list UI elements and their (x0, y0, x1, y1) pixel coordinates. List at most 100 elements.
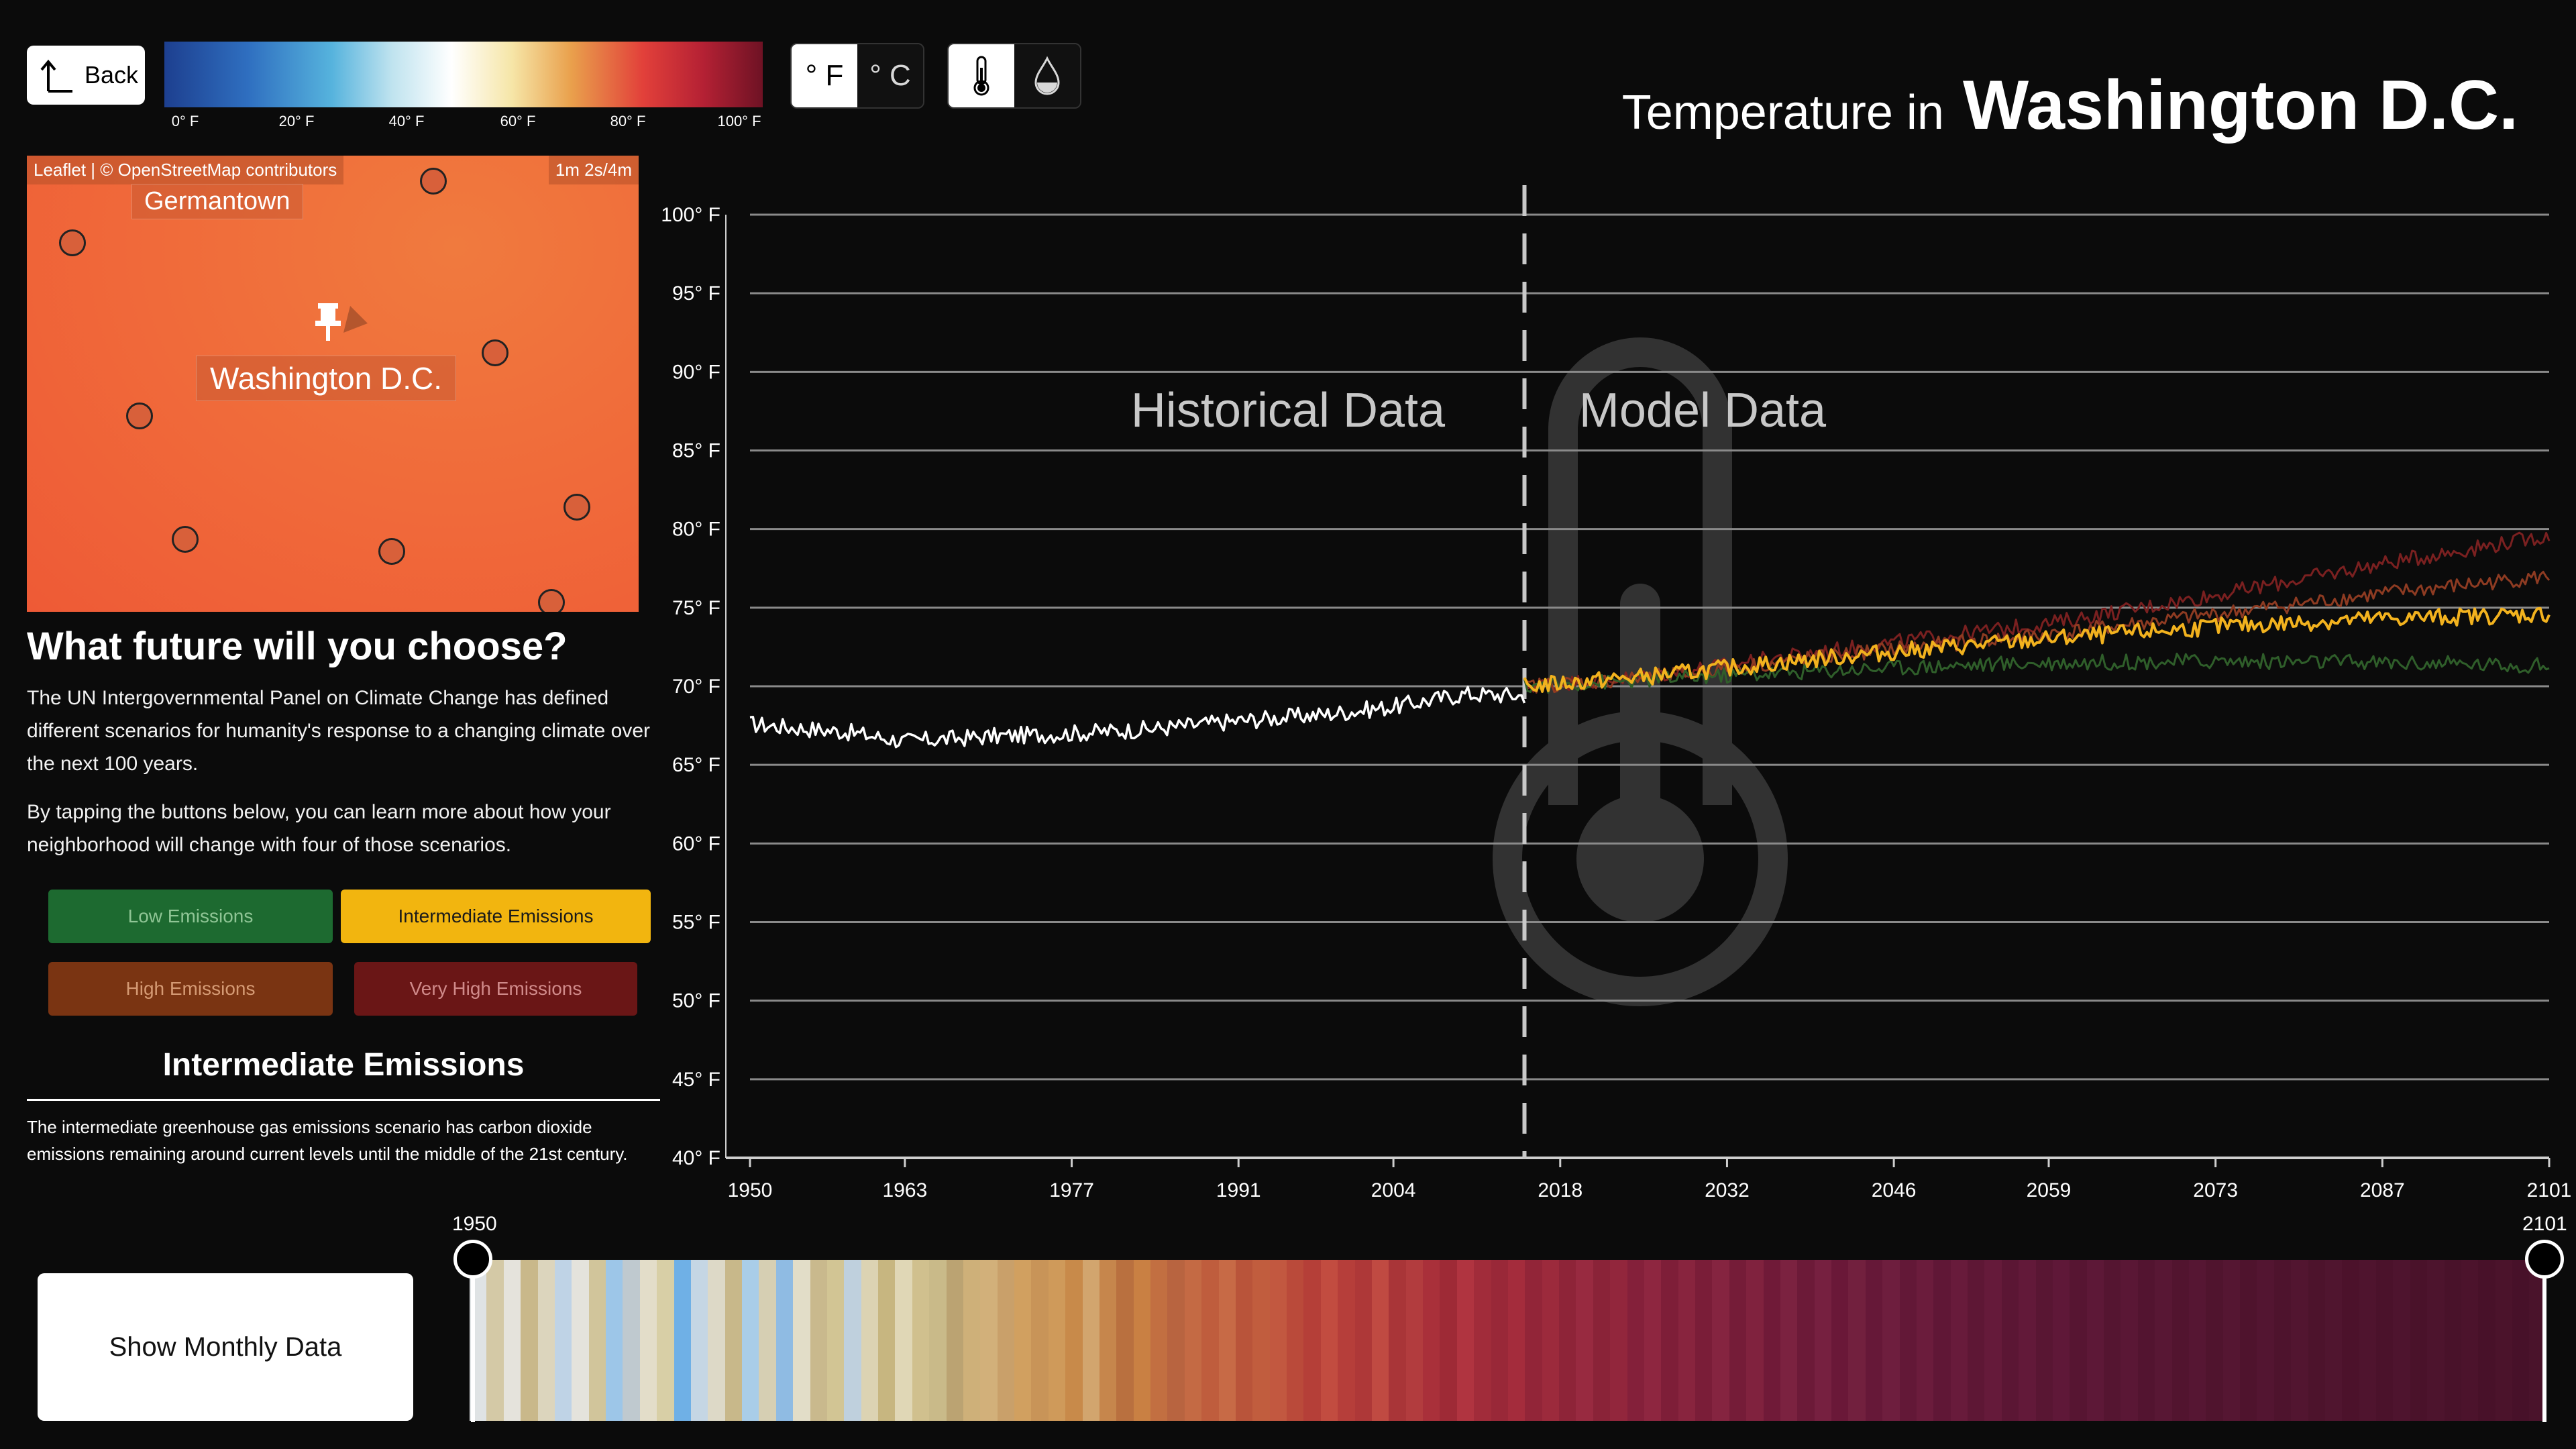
x-tick-label: 2018 (1538, 1179, 1582, 1201)
warming-stripe (588, 1260, 606, 1421)
range-end-handle[interactable] (2525, 1240, 2564, 1279)
low-emissions-button[interactable]: Low Emissions (48, 890, 333, 943)
scenario-heading: Intermediate Emissions (162, 1047, 525, 1083)
y-tick-label: 95° F (672, 282, 720, 305)
warming-stripe (1984, 1260, 2002, 1421)
station-marker[interactable] (172, 526, 199, 553)
warming-stripe (2376, 1260, 2394, 1421)
warming-stripe (1559, 1260, 1576, 1421)
station-marker[interactable] (482, 339, 508, 366)
colorbar-tick: 20° F (278, 113, 315, 129)
warming-stripe (2188, 1260, 2206, 1421)
map-attribution: Leaflet | © OpenStreetMap contributors (27, 156, 344, 184)
warming-stripe (2137, 1260, 2155, 1421)
warming-stripe (674, 1260, 691, 1421)
warming-stripe (657, 1260, 674, 1421)
y-tick-label: 90° F (672, 361, 720, 383)
station-marker[interactable] (126, 402, 153, 429)
series-model-very-high-line (1523, 531, 2551, 693)
warming-stripe (1354, 1260, 1372, 1421)
warming-stripe (521, 1260, 538, 1421)
warming-stripe (1389, 1260, 1406, 1421)
range-start-handle[interactable] (453, 1240, 492, 1279)
map-label-germantown[interactable]: Germantown (131, 184, 303, 219)
range-start-label: 1950 (452, 1213, 497, 1235)
station-marker[interactable] (378, 538, 405, 565)
warming-stripe (1320, 1260, 1338, 1421)
historical-data-annotation: Historical Data (1131, 384, 1446, 437)
warming-stripe (844, 1260, 861, 1421)
temperature-metric-button[interactable] (949, 44, 1014, 107)
warming-stripe (2001, 1260, 2019, 1421)
warming-stripe (1576, 1260, 1593, 1421)
range-end-line (2542, 1256, 2546, 1422)
series-historical-line (749, 686, 1526, 749)
warming-stripe (486, 1260, 504, 1421)
show-monthly-data-button[interactable]: Show Monthly Data (38, 1273, 413, 1421)
warming-stripe (1950, 1260, 1968, 1421)
warming-stripe (724, 1260, 742, 1421)
warming-stripe (1048, 1260, 1066, 1421)
very-high-emissions-button[interactable]: Very High Emissions (354, 962, 637, 1016)
warming-stripe (895, 1260, 912, 1421)
warming-stripe (1661, 1260, 1678, 1421)
precipitation-metric-button[interactable] (1014, 44, 1080, 107)
station-marker[interactable] (538, 589, 565, 612)
warming-stripe (2070, 1260, 2087, 1421)
warming-stripe (2035, 1260, 2053, 1421)
warming-stripe (2240, 1260, 2257, 1421)
station-marker[interactable] (420, 168, 447, 195)
warming-stripe (1218, 1260, 1236, 1421)
y-tick-label: 55° F (672, 912, 720, 934)
back-button[interactable]: Back (27, 46, 145, 105)
celsius-button[interactable]: ° C (857, 44, 923, 107)
y-tick-label: 70° F (672, 676, 720, 698)
warming-stripe (912, 1260, 930, 1421)
warming-stripe (1916, 1260, 1934, 1421)
x-tick-label: 2101 (2527, 1179, 2572, 1201)
warming-stripe (1797, 1260, 1815, 1421)
warming-stripe (742, 1260, 759, 1421)
warming-stripe (1338, 1260, 1355, 1421)
y-tick-label: 60° F (672, 833, 720, 855)
warming-stripe (1814, 1260, 1831, 1421)
warming-stripe (2461, 1260, 2479, 1421)
warming-stripe (1848, 1260, 1866, 1421)
warming-stripe (1371, 1260, 1389, 1421)
warming-stripe (1235, 1260, 1253, 1421)
warming-stripe (1507, 1260, 1525, 1421)
warming-stripe (2171, 1260, 2189, 1421)
warming-stripe (826, 1260, 845, 1421)
warming-stripe (1252, 1260, 1270, 1421)
location-map[interactable]: Leaflet | © OpenStreetMap contributors 1… (27, 156, 639, 612)
warming-stripe (2324, 1260, 2343, 1421)
series-model-high-line (1523, 570, 2551, 694)
warming-stripe (1423, 1260, 1440, 1421)
station-marker[interactable] (564, 494, 590, 521)
warming-stripe (878, 1260, 896, 1421)
warming-stripe (1405, 1260, 1423, 1421)
colorbar-tick: 40° F (388, 113, 425, 129)
warming-stripe (2359, 1260, 2376, 1421)
x-tick-label: 1977 (1049, 1179, 1094, 1201)
warming-stripe (2121, 1260, 2138, 1421)
range-start-line (471, 1256, 475, 1422)
fahrenheit-button[interactable]: ° F (792, 44, 857, 107)
warming-stripe (1065, 1260, 1083, 1421)
metric-toggle (947, 43, 1081, 109)
warming-stripe (639, 1260, 657, 1421)
warming-stripe (708, 1260, 725, 1421)
warming-stripe (861, 1260, 878, 1421)
warming-stripe (1150, 1260, 1168, 1421)
high-emissions-button[interactable]: High Emissions (48, 962, 333, 1016)
station-marker[interactable] (59, 229, 86, 256)
warming-stripe (2019, 1260, 2036, 1421)
x-tick-label: 2087 (2360, 1179, 2405, 1201)
warming-stripe (2342, 1260, 2359, 1421)
warming-stripe (1133, 1260, 1150, 1421)
x-tick-label: 1963 (883, 1179, 928, 1201)
x-tick-label: 2032 (1705, 1179, 1750, 1201)
map-label-washington[interactable]: Washington D.C. (196, 356, 456, 401)
intermediate-emissions-button[interactable]: Intermediate Emissions (341, 890, 651, 943)
warming-stripe (1303, 1260, 1321, 1421)
